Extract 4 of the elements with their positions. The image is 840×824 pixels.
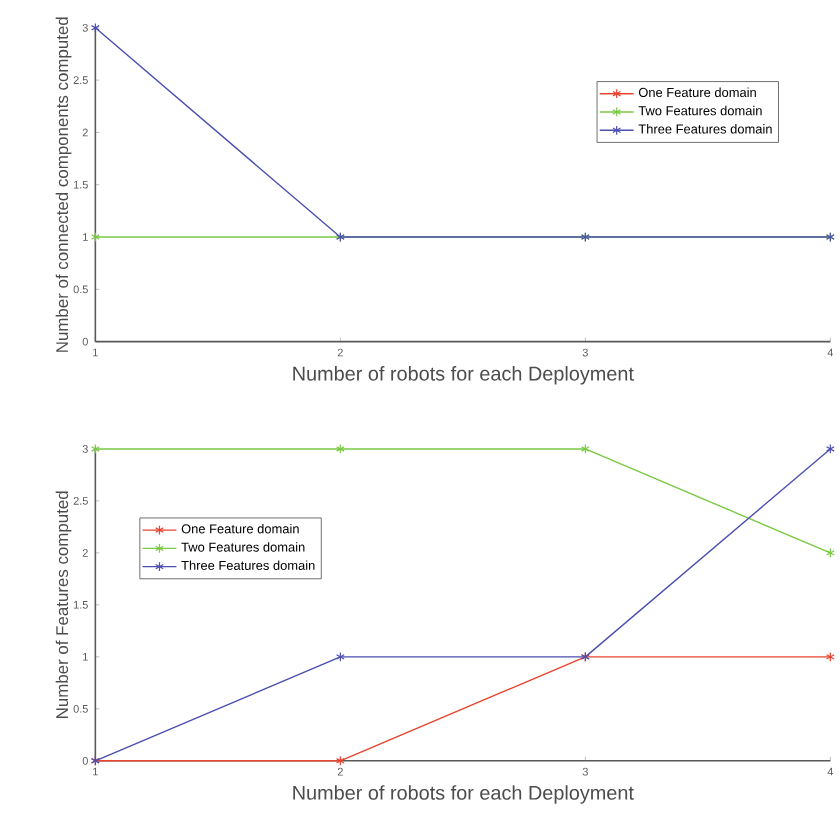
y-axis-title: Number of Features computed <box>55 491 72 718</box>
x-axis-title: Number of robots for each Deployment <box>293 365 634 385</box>
x-axis-title: Number of robots for each Deployment <box>293 785 634 804</box>
y-axis-title: Number of connected components computed <box>55 17 72 352</box>
